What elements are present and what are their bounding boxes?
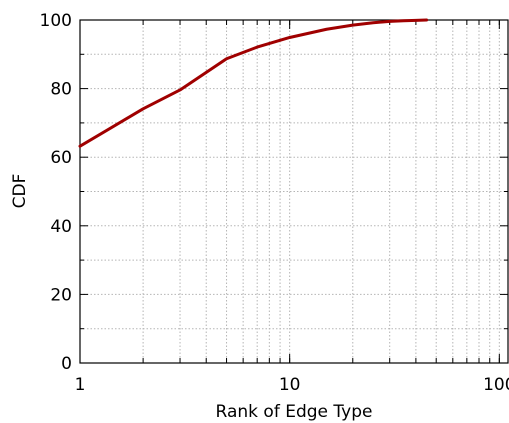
cdf-series-line xyxy=(78,18,429,148)
y-tick-label: 20 xyxy=(50,285,72,305)
grid xyxy=(80,20,508,363)
y-tick-label: 60 xyxy=(50,148,72,168)
y-tick-label: 100 xyxy=(40,11,72,31)
plot-frame xyxy=(79,19,509,364)
x-tick-label: 1 xyxy=(75,375,86,395)
y-tick-label: 80 xyxy=(50,80,72,100)
tick-labels: 1 10 100 0 20 40 60 80 100 xyxy=(40,11,509,395)
x-tick-label: 10 xyxy=(279,375,301,395)
series-layer xyxy=(78,18,429,148)
y-tick-label: 40 xyxy=(50,217,72,237)
x-tick-label: 100 xyxy=(483,375,509,395)
y-tick-label: 0 xyxy=(61,354,72,374)
y-axis-title: CDF xyxy=(10,174,30,209)
x-axis-title: Rank of Edge Type xyxy=(216,402,373,422)
